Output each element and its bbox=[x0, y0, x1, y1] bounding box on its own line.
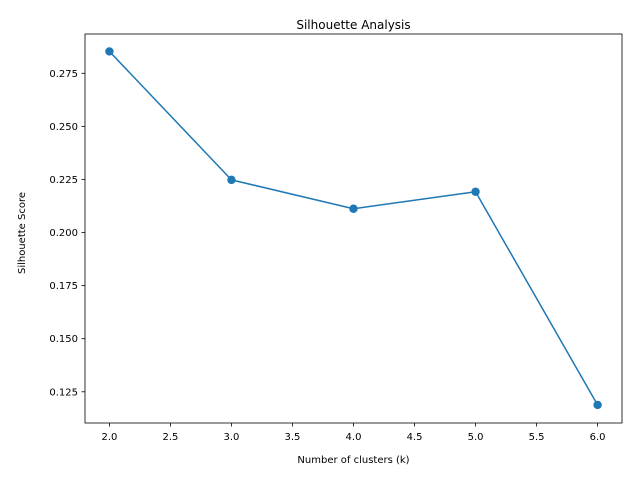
chart-title: Silhouette Analysis bbox=[296, 18, 410, 32]
x-tick-label: 2.0 bbox=[101, 432, 117, 443]
y-tick-label: 0.150 bbox=[49, 334, 78, 345]
y-tick-label: 0.225 bbox=[49, 175, 78, 186]
x-tick-label: 3.0 bbox=[224, 432, 240, 443]
x-tick-label: 4.0 bbox=[346, 432, 362, 443]
data-point bbox=[349, 204, 358, 213]
data-point bbox=[593, 400, 602, 410]
x-axis-label: Number of clusters (k) bbox=[297, 455, 409, 466]
y-axis-label: Silhouette Score bbox=[17, 192, 28, 274]
y-tick-label: 0.250 bbox=[49, 122, 78, 133]
x-tick-label: 5.5 bbox=[529, 432, 545, 443]
y-tick-label: 0.200 bbox=[49, 228, 78, 239]
x-ticks: 2.0 2.5 3.0 3.5 4.0 4.5 5.0 5.5 6.0 bbox=[101, 423, 606, 443]
y-tick-label: 0.275 bbox=[49, 69, 78, 80]
plot-frame bbox=[84, 33, 623, 424]
data-point bbox=[471, 187, 480, 196]
series-layer bbox=[105, 47, 602, 410]
x-tick-label: 2.5 bbox=[162, 432, 178, 443]
x-tick-label: 4.5 bbox=[407, 432, 423, 443]
x-tick-label: 3.5 bbox=[285, 432, 301, 443]
x-tick-label: 6.0 bbox=[590, 432, 606, 443]
y-tick-label: 0.125 bbox=[49, 387, 78, 398]
y-tick-label: 0.175 bbox=[49, 281, 78, 292]
data-point bbox=[227, 175, 236, 185]
x-tick-label: 5.0 bbox=[468, 432, 484, 443]
y-ticks: 0.125 0.150 0.175 0.200 0.225 0.250 0.275 bbox=[49, 69, 85, 398]
data-point bbox=[105, 47, 114, 56]
